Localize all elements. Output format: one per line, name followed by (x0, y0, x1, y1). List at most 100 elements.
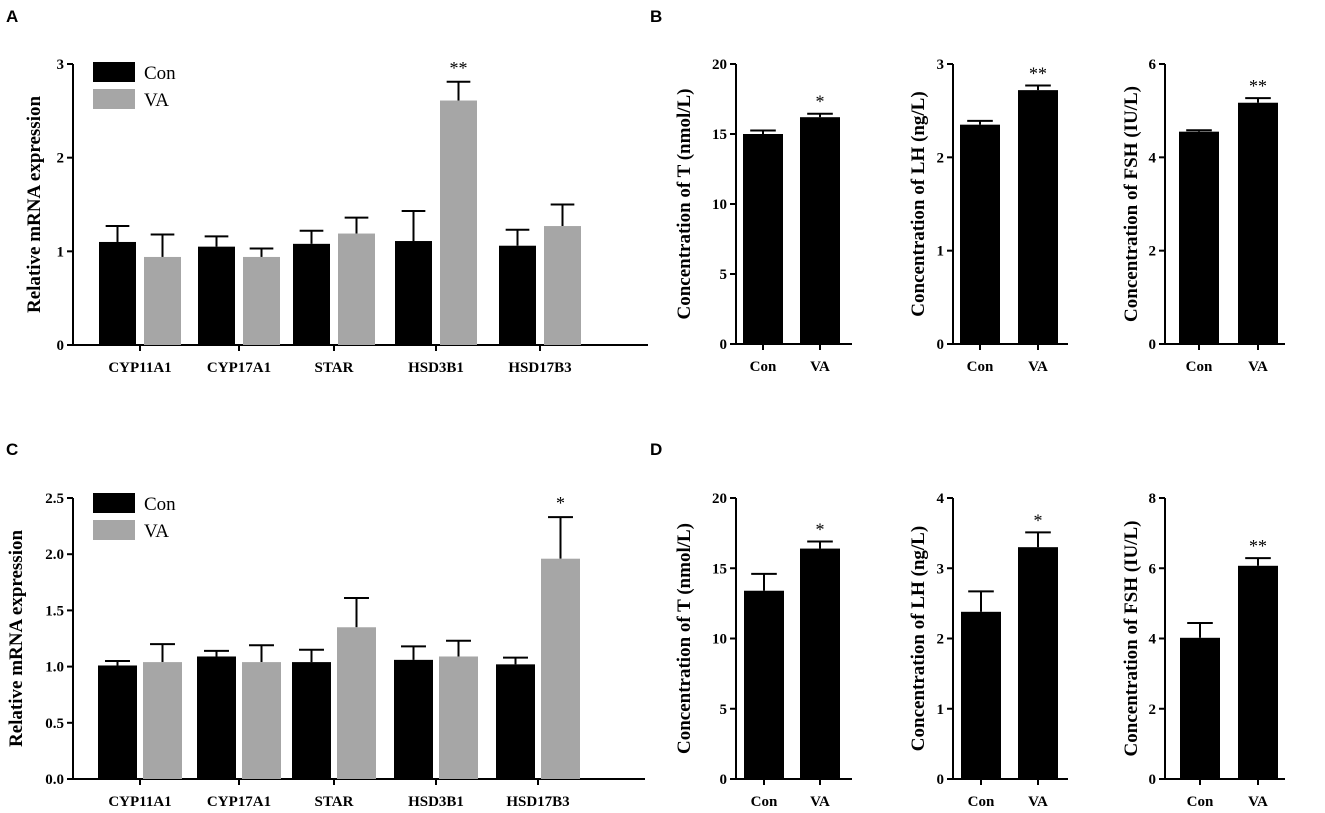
chart2-bar-va (1018, 90, 1058, 344)
chart3-y-axis-title: Concentration of FSH (IU/L) (1121, 86, 1142, 322)
chart4-category-label: CYP17A1 (207, 794, 271, 810)
chart7-y-tick-label: 2 (1149, 702, 1157, 718)
chart4-bar-con (496, 664, 535, 779)
chart5-y-tick-label: 5 (720, 702, 728, 718)
chart4-bar-va (143, 662, 182, 779)
chart6-category-label: VA (1028, 794, 1048, 810)
chart3-y-tick-label: 0 (1149, 337, 1157, 353)
chart0-bar-con (499, 245, 536, 345)
chart1-y-tick-label: 15 (712, 127, 727, 143)
chart0-category-label: HSD17B3 (508, 360, 571, 376)
chart3-y-tick-label: 6 (1149, 57, 1157, 73)
chart4-y-axis-title: Relative mRNA expression (6, 530, 27, 748)
panel-letter-b: B (650, 7, 662, 26)
chart7-category-label: Con (1187, 794, 1214, 810)
chart4-bar-va (541, 558, 580, 779)
panel-letter-c: C (6, 440, 18, 459)
chart4-category-label: HSD3B1 (408, 794, 464, 810)
chart2-y-tick-label: 2 (937, 150, 945, 166)
chart0-bar-con (395, 241, 432, 345)
chart1-y-tick-label: 20 (712, 57, 727, 73)
chart5-y-tick-label: 20 (712, 491, 727, 507)
chart3-category-label: VA (1248, 359, 1268, 375)
chart5-y-tick-label: 10 (712, 632, 727, 648)
chart7-y-tick-label: 0 (1149, 772, 1157, 788)
chart7-category-label: VA (1248, 794, 1268, 810)
chart7-significance-label: ** (1249, 536, 1267, 556)
chart7-bar-con (1180, 637, 1220, 779)
chart6-category-label: Con (968, 794, 995, 810)
chart4-legend-label: Con (144, 494, 176, 515)
chart4-bar-con (394, 659, 433, 779)
chart5-category-label: VA (810, 794, 830, 810)
chart4-legend-label: VA (144, 521, 169, 542)
chart4-y-tick-label: 0.5 (45, 716, 64, 732)
chart2-y-tick-label: 0 (937, 337, 945, 353)
charts-layer: 0 1 2 3 Relative mRNA expression CYP11A1 CYP17… (6, 57, 1285, 810)
chart7-bar-va (1238, 565, 1278, 779)
chart6-bar-con (961, 611, 1001, 779)
chart6-y-tick-label: 0 (937, 772, 945, 788)
chart4-category-label: HSD17B3 (506, 794, 569, 810)
chart4-legend-swatch-con (93, 493, 135, 513)
chart2-y-axis-title: Concentration of LH (ng/L) (908, 91, 929, 316)
chart1-significance-label: * (816, 92, 825, 112)
chart6-y-tick-label: 1 (937, 702, 945, 718)
chart0-bar-con (198, 246, 235, 345)
chart4-y-tick-label: 2.0 (45, 547, 64, 563)
panel-letter-d: D (650, 440, 662, 459)
chart5-bar-va (800, 548, 840, 779)
chart7-y-axis-title: Concentration of FSH (IU/L) (1121, 521, 1142, 757)
chart4-bar-con (98, 665, 137, 779)
chart4-bar-con (197, 656, 236, 779)
chart1-category-label: Con (750, 359, 777, 375)
chart4-category-label: CYP11A1 (108, 794, 171, 810)
chart0-bar-con (293, 243, 330, 345)
chart2-category-label: Con (967, 359, 994, 375)
chart1-category-label: VA (810, 359, 830, 375)
chart2-category-label: VA (1028, 359, 1048, 375)
chart7-y-tick-label: 6 (1149, 561, 1157, 577)
chart1-y-tick-label: 0 (720, 337, 728, 353)
chart0-bar-con (99, 241, 136, 345)
chart0-category-label: CYP11A1 (108, 360, 171, 376)
chart3-significance-label: ** (1249, 76, 1267, 96)
chart4-y-tick-label: 2.5 (45, 491, 64, 507)
chart2-y-tick-label: 3 (937, 57, 945, 73)
chart4-category-label: STAR (315, 794, 354, 810)
chart0-y-tick-label: 2 (57, 151, 65, 167)
chart3-y-tick-label: 2 (1149, 244, 1157, 260)
chart5-bar-con (744, 590, 784, 779)
chart0-category-label: STAR (315, 360, 354, 376)
chart0-y-tick-label: 1 (57, 244, 65, 260)
chart1-bar-con (743, 134, 783, 344)
chart4-y-tick-label: 1.0 (45, 660, 64, 676)
chart0-bar-va (144, 256, 181, 345)
panel-letter-a: A (6, 7, 18, 26)
chart0-category-label: CYP17A1 (207, 360, 271, 376)
chart5-category-label: Con (751, 794, 778, 810)
chart0-y-tick-label: 3 (57, 57, 65, 73)
chart4-bar-va (337, 627, 376, 779)
chart2-bar-con (960, 124, 1000, 345)
chart0-bar-va (338, 233, 375, 345)
chart6-bar-va (1018, 547, 1058, 779)
chart0-significance-label: ** (450, 58, 468, 78)
chart4-legend-swatch-va (93, 520, 135, 540)
chart4-bar-con (292, 662, 331, 779)
chart6-significance-label: * (1034, 510, 1043, 530)
chart1-y-axis-title: Concentration of T (nmol/L) (674, 89, 695, 320)
chart2-y-tick-label: 1 (937, 244, 945, 260)
chart0-bar-va (243, 256, 280, 345)
chart3-category-label: Con (1186, 359, 1213, 375)
chart6-y-tick-label: 2 (937, 632, 945, 648)
chart1-y-tick-label: 10 (712, 197, 727, 213)
chart1-bar-va (800, 117, 840, 344)
chart4-y-tick-label: 0.0 (45, 772, 64, 788)
chart5-significance-label: * (816, 520, 825, 540)
chart0-bar-va (544, 226, 581, 345)
chart0-category-label: HSD3B1 (408, 360, 464, 376)
chart0-y-axis-title: Relative mRNA expression (24, 96, 45, 314)
chart4-y-tick-label: 1.5 (45, 603, 64, 619)
